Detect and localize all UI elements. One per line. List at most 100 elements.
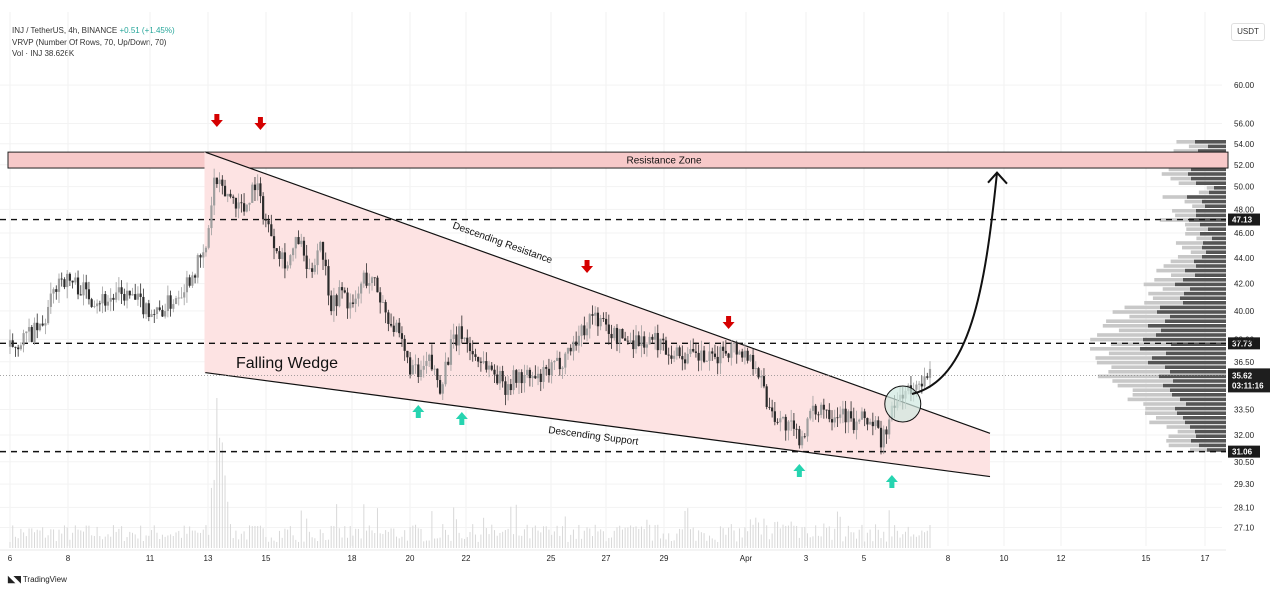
candle-down [398, 322, 401, 334]
candle-up [487, 365, 491, 370]
profile-bar-dark [1195, 273, 1226, 277]
breakout-circle [884, 385, 922, 423]
x-tick-label: 13 [204, 554, 213, 563]
candle-up [542, 367, 545, 382]
profile-bar-dark [1165, 319, 1226, 323]
candle-down [591, 314, 594, 316]
red-down-arrow-icon [210, 114, 223, 127]
profile-bar-dark [1208, 144, 1226, 149]
candle-up [648, 336, 651, 345]
profile-bar-dark [1172, 393, 1226, 397]
candle-down [485, 361, 488, 370]
y-tick-label: 42.00 [1234, 280, 1255, 289]
candle-down [678, 347, 681, 357]
candle-up [800, 436, 804, 446]
candle-down [773, 411, 776, 422]
vrvp-indicator-line[interactable]: VRVP (Number Of Rows, 70, Up/Down, 70) [12, 38, 167, 47]
candle-down [147, 303, 150, 318]
arrow-head [210, 120, 223, 127]
profile-bar-light [1148, 291, 1184, 296]
profile-bar-dark [1159, 374, 1226, 379]
y-tick-label: 40.00 [1234, 307, 1255, 316]
profile-bar-light [1181, 245, 1202, 250]
candle-up [164, 311, 167, 317]
key-level-label: 47.13 [1232, 216, 1253, 225]
candle-down [885, 429, 888, 435]
candle-down [702, 350, 706, 362]
profile-bar-dark [1175, 406, 1226, 411]
profile-bar-light [1190, 448, 1207, 452]
profile-bar-light [1170, 273, 1195, 277]
candle-up [174, 298, 178, 305]
candle-up [441, 384, 444, 394]
candle-down [321, 241, 325, 260]
profile-bar-light [1170, 259, 1194, 264]
candle-up [74, 277, 77, 283]
candle-up [183, 292, 186, 298]
candle-up [708, 351, 711, 361]
price-axis[interactable]: 60.00 56.00 54.00 52.00 50.00 48.00 46.00 44.00… [1234, 81, 1255, 532]
volume-indicator-line[interactable]: Vol · INJ 38.626K [12, 49, 75, 58]
candle-down [852, 418, 855, 431]
candle-down [389, 323, 393, 326]
candle-down [697, 352, 700, 361]
candle-down [468, 342, 472, 352]
candle-down [776, 421, 779, 423]
candle-down [656, 332, 659, 351]
time-axis[interactable]: 6 8 11 13 15 18 20 22 25 27 29 Apr 3 5 8 10 12 15 17 [0, 549, 1226, 563]
profile-bar-dark [1143, 337, 1226, 342]
green-up-arrow-icon [793, 464, 806, 477]
red-down-arrow-icon [581, 260, 594, 273]
candle-down [515, 370, 518, 383]
candle-up [732, 342, 736, 344]
candle-up [833, 417, 836, 423]
profile-bar-dark [1196, 213, 1226, 218]
y-tick-label: 46.00 [1234, 229, 1255, 238]
candle-down [17, 347, 20, 350]
candle-down [153, 313, 156, 315]
profile-bar-dark [1187, 195, 1226, 199]
candle-down [871, 421, 874, 427]
profile-bar-dark [1196, 264, 1226, 268]
candle-down [447, 361, 450, 365]
candle-down [583, 325, 586, 336]
candle-down [305, 255, 308, 269]
profile-bar-dark [1183, 301, 1226, 305]
x-tick-label: 5 [862, 554, 867, 563]
candle-up [550, 362, 553, 375]
profile-bar-dark [1196, 434, 1226, 438]
candle-up [381, 302, 384, 303]
candle-down [14, 346, 17, 348]
candle-up [585, 328, 589, 336]
profile-bar-light [1102, 324, 1148, 328]
candle-down [324, 259, 327, 267]
candle-down [460, 326, 463, 339]
candle-down [501, 370, 504, 382]
candle-down [373, 277, 376, 279]
candle-up [395, 322, 398, 332]
candle-down [343, 290, 346, 293]
candle-up [689, 348, 692, 354]
candle-down [283, 252, 287, 269]
profile-bar-dark [1191, 167, 1226, 172]
profile-bar-light [1184, 199, 1202, 204]
candle-up [411, 365, 414, 375]
candle-down [534, 376, 537, 379]
candle-down [814, 405, 817, 415]
candle-up [237, 202, 240, 209]
candle-up [185, 277, 189, 293]
candle-down [795, 428, 798, 430]
candle-up [847, 411, 850, 423]
profile-bar-light [1112, 310, 1157, 314]
candle-down [409, 357, 412, 375]
candle-down [681, 356, 684, 360]
candle-down [626, 340, 629, 342]
candle-up [213, 177, 216, 206]
candle-up [419, 369, 423, 378]
candle-down [253, 184, 257, 191]
x-tick-label: 15 [262, 554, 271, 563]
candle-down [879, 427, 883, 448]
candle-down [849, 411, 853, 419]
currency-button[interactable]: USDT [1231, 23, 1265, 41]
